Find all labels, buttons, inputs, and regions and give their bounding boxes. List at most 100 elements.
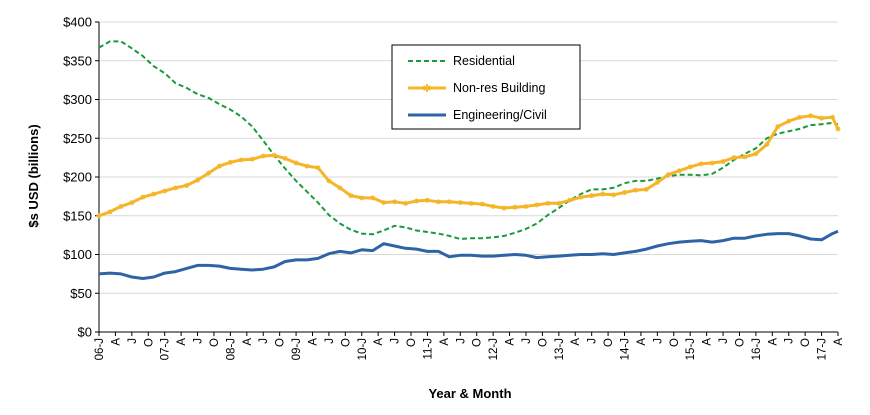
data-point-marker bbox=[819, 115, 825, 121]
x-tick-label: A bbox=[110, 338, 122, 346]
data-point-marker bbox=[107, 209, 113, 215]
data-point-marker bbox=[413, 198, 419, 204]
x-tick-label: A bbox=[702, 338, 714, 346]
legend: Residential ✱ Non-res Building Engineeri… bbox=[391, 44, 581, 130]
x-tick-label: A bbox=[373, 338, 385, 346]
x-tick-label: 11-J bbox=[422, 338, 434, 360]
data-point-marker bbox=[632, 187, 638, 193]
y-tick-label: $350 bbox=[63, 53, 92, 68]
data-point-marker bbox=[753, 151, 759, 157]
data-point-marker bbox=[435, 199, 441, 205]
data-point-marker bbox=[512, 204, 518, 210]
x-tick-label: O bbox=[800, 338, 812, 347]
x-tick-label: A bbox=[242, 338, 254, 346]
y-tick-label: $200 bbox=[63, 170, 92, 185]
data-point-marker bbox=[676, 168, 682, 174]
x-tick-label: J bbox=[718, 338, 730, 344]
data-point-marker bbox=[271, 152, 277, 158]
data-point-marker bbox=[381, 200, 387, 206]
data-point-marker bbox=[195, 177, 201, 183]
x-tick-label: O bbox=[143, 338, 155, 347]
x-tick-labels: 06-J A J O 07-J A J O 08-J A J O 09-J A J O 10-J A J O 11-J A… bbox=[94, 332, 845, 360]
data-point-marker bbox=[424, 197, 430, 203]
data-point-marker bbox=[118, 203, 124, 209]
x-tick-label: A bbox=[307, 338, 319, 346]
x-tick-label: O bbox=[734, 338, 746, 347]
x-tick-label: A bbox=[833, 338, 845, 346]
data-point-marker bbox=[567, 197, 573, 203]
x-tick-label: A bbox=[505, 338, 517, 346]
x-tick-label: 12-J bbox=[488, 338, 500, 360]
data-point-marker bbox=[446, 199, 452, 205]
x-tick-label: 16-J bbox=[751, 338, 763, 360]
data-point-marker bbox=[808, 113, 814, 119]
series-line-residential bbox=[98, 40, 839, 240]
data-point-marker bbox=[129, 200, 135, 206]
x-tick-label: J bbox=[521, 338, 533, 344]
data-point-marker bbox=[326, 178, 332, 184]
y-tick-label: $250 bbox=[63, 131, 92, 146]
data-point-marker bbox=[490, 203, 496, 209]
legend-label-residential: Residential bbox=[453, 54, 515, 68]
data-point-marker bbox=[184, 183, 190, 189]
data-point-marker bbox=[665, 172, 671, 178]
data-point-marker bbox=[403, 200, 409, 206]
x-tick-label: O bbox=[340, 338, 352, 347]
x-tick-label: O bbox=[472, 338, 484, 347]
x-tick-label: O bbox=[537, 338, 549, 347]
data-point-marker bbox=[556, 200, 562, 206]
data-point-marker bbox=[216, 163, 222, 169]
series-line-engineering-civil bbox=[98, 229, 839, 280]
data-point-marker bbox=[578, 194, 584, 200]
data-point-marker bbox=[293, 160, 299, 166]
legend-marker-nonres: ✱ bbox=[422, 82, 431, 95]
y-tick-label: $100 bbox=[63, 247, 92, 262]
data-point-marker bbox=[468, 200, 474, 206]
legend-label-nonres: Non-res Building bbox=[453, 81, 545, 95]
x-tick-label: A bbox=[439, 338, 451, 346]
x-tick-label: 17-J bbox=[817, 338, 829, 360]
x-tick-label: A bbox=[636, 338, 648, 346]
x-tick-label: 13-J bbox=[554, 338, 566, 360]
x-tick-label: 06-J bbox=[94, 338, 106, 360]
legend-label-engineering: Engineering/Civil bbox=[453, 108, 547, 122]
data-point-marker bbox=[611, 192, 617, 198]
y-axis-title: $s USD (billions) bbox=[26, 124, 41, 227]
data-point-marker bbox=[742, 154, 748, 160]
data-point-marker bbox=[501, 205, 507, 211]
data-point-marker bbox=[348, 193, 354, 199]
data-point-marker bbox=[282, 155, 288, 161]
series-lines bbox=[96, 40, 841, 280]
data-point-marker bbox=[622, 190, 628, 195]
data-point-marker bbox=[140, 194, 146, 200]
data-point-marker bbox=[370, 195, 376, 201]
data-point-marker bbox=[797, 114, 803, 120]
data-point-marker bbox=[545, 200, 551, 206]
x-tick-label: A bbox=[767, 338, 779, 346]
data-point-marker bbox=[162, 188, 168, 194]
data-point-marker bbox=[359, 195, 365, 201]
x-tick-label: J bbox=[455, 338, 467, 344]
y-tick-label: $150 bbox=[63, 208, 92, 223]
x-tick-label: J bbox=[784, 338, 796, 344]
data-point-marker bbox=[479, 201, 485, 207]
x-tick-label: J bbox=[258, 338, 270, 344]
data-point-marker bbox=[775, 124, 781, 130]
x-tick-label: 10-J bbox=[357, 338, 369, 360]
data-point-marker bbox=[687, 164, 693, 170]
data-point-marker bbox=[720, 159, 726, 164]
x-tick-label: J bbox=[324, 338, 336, 344]
y-tick-label: $400 bbox=[63, 15, 92, 30]
data-point-marker bbox=[227, 159, 233, 165]
data-point-marker bbox=[260, 153, 266, 159]
x-tick-label: 15-J bbox=[685, 338, 697, 360]
y-tick-label: $50 bbox=[70, 286, 92, 301]
data-point-marker bbox=[830, 114, 836, 120]
x-tick-label: 07-J bbox=[160, 338, 172, 360]
x-tick-label: O bbox=[669, 338, 681, 347]
x-tick-label: O bbox=[406, 338, 418, 347]
y-tick-label: $300 bbox=[63, 92, 92, 107]
data-point-marker bbox=[835, 126, 841, 132]
